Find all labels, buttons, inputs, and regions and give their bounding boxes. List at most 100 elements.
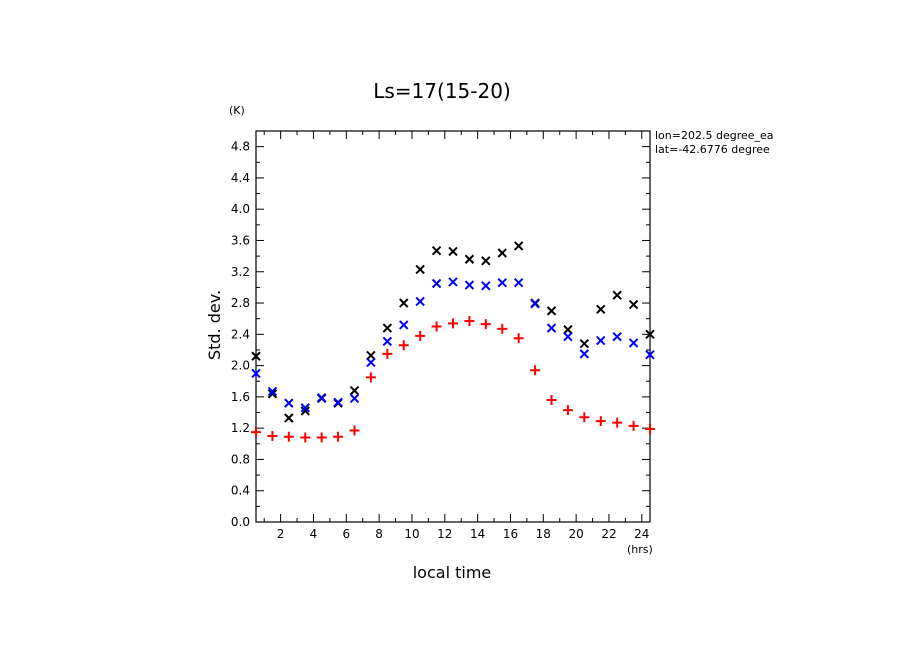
data-point xyxy=(399,298,409,308)
data-point xyxy=(563,324,573,335)
x-tick-label: 24 xyxy=(634,527,649,541)
y-axis-label: Std. dev. xyxy=(205,290,224,360)
data-point xyxy=(415,330,426,341)
lon-annotation: lon=202.5 degree_ea xyxy=(655,129,774,142)
data-point xyxy=(251,368,261,379)
data-point xyxy=(645,423,655,434)
data-point xyxy=(596,304,606,315)
data-point xyxy=(530,299,540,309)
y-tick-label: 1.2 xyxy=(231,421,250,435)
x-tick-label: 12 xyxy=(437,527,452,541)
data-point xyxy=(316,432,327,443)
plot-frame xyxy=(255,130,651,523)
data-point xyxy=(415,264,425,275)
series-1 xyxy=(251,277,655,413)
x-tick-label: 8 xyxy=(375,527,383,541)
data-point xyxy=(382,348,393,359)
data-point xyxy=(366,350,376,361)
data-point xyxy=(497,278,507,288)
data-point xyxy=(366,357,376,368)
data-point xyxy=(284,398,294,408)
data-point xyxy=(480,319,491,330)
x-tick-label: 16 xyxy=(503,527,518,541)
data-point xyxy=(333,397,343,408)
data-point xyxy=(333,431,344,442)
data-point xyxy=(546,323,557,333)
plot-axes: 0.0 0.4 0.8 1.2 1.6 2.0 2.4 2.8 3.2 3.6 4.0 4.4 4.8 2… xyxy=(231,130,651,541)
data-point xyxy=(464,280,475,290)
data-point xyxy=(481,256,491,266)
data-point xyxy=(596,335,606,346)
lat-annotation: lat=-42.6776 degree xyxy=(655,143,770,156)
data-point xyxy=(546,306,557,316)
data-point xyxy=(513,278,524,288)
data-point xyxy=(431,245,442,256)
series-0 xyxy=(251,241,655,423)
data-point xyxy=(267,430,278,441)
data-point xyxy=(612,417,623,428)
x-tick-label: 2 xyxy=(277,527,285,541)
x-tick-label: 10 xyxy=(404,527,419,541)
x-unit-label: (hrs) xyxy=(627,543,653,556)
data-point xyxy=(579,412,590,423)
data-point xyxy=(349,385,360,396)
data-point xyxy=(628,420,639,431)
x-tick-label: 4 xyxy=(310,527,318,541)
data-point xyxy=(448,246,458,257)
data-point xyxy=(612,290,622,300)
data-point xyxy=(612,331,622,342)
x-tick-label: 6 xyxy=(342,527,350,541)
y-tick-label: 3.6 xyxy=(231,233,250,247)
data-point xyxy=(579,349,590,359)
data-point xyxy=(398,340,409,351)
data-point xyxy=(645,349,655,360)
x-tick-label: 14 xyxy=(470,527,485,541)
data-point xyxy=(399,320,409,330)
y-tick-label: 1.6 xyxy=(231,390,250,404)
data-point xyxy=(595,416,606,427)
data-point xyxy=(431,321,442,332)
y-tick-label: 2.8 xyxy=(231,296,250,310)
data-point xyxy=(513,333,524,344)
data-point xyxy=(349,393,360,404)
chart-title: Ls=17(15-20) xyxy=(373,79,511,103)
y-tick-label: 3.2 xyxy=(231,265,250,279)
data-point xyxy=(267,389,278,399)
series-2 xyxy=(251,316,655,443)
plot-marks xyxy=(251,241,655,443)
data-point xyxy=(365,372,376,383)
data-point xyxy=(628,299,639,310)
x-axis-label: local time xyxy=(413,563,492,582)
data-point xyxy=(284,413,294,423)
data-point xyxy=(415,296,425,307)
data-point xyxy=(628,338,639,348)
y-tick-label: 4.8 xyxy=(231,140,250,154)
x-tick-label: 22 xyxy=(601,527,616,541)
y-unit-label: (K) xyxy=(229,104,245,117)
y-tick-label: 0.4 xyxy=(231,484,250,498)
y-tick-label: 4.0 xyxy=(231,202,250,216)
data-point xyxy=(546,395,557,406)
data-point xyxy=(448,318,458,329)
data-point xyxy=(497,248,507,258)
data-point xyxy=(300,432,311,443)
x-tick-label: 20 xyxy=(568,527,583,541)
data-point xyxy=(481,281,491,291)
data-point xyxy=(316,392,327,403)
y-tick-label: 2.0 xyxy=(231,359,250,373)
y-tick-label: 0.8 xyxy=(231,452,250,466)
x-tick-label: 18 xyxy=(536,527,551,541)
y-tick-label: 2.4 xyxy=(231,327,250,341)
y-tick-label: 4.4 xyxy=(231,171,250,185)
data-point xyxy=(464,254,475,264)
data-point xyxy=(562,405,573,416)
data-point xyxy=(300,403,310,413)
data-point xyxy=(349,425,360,436)
y-tick-label: 0.0 xyxy=(231,515,250,529)
data-point xyxy=(283,431,294,442)
data-point xyxy=(513,241,524,251)
data-point xyxy=(382,323,393,333)
data-point xyxy=(251,427,261,438)
data-point xyxy=(497,323,508,334)
data-point xyxy=(267,386,278,397)
